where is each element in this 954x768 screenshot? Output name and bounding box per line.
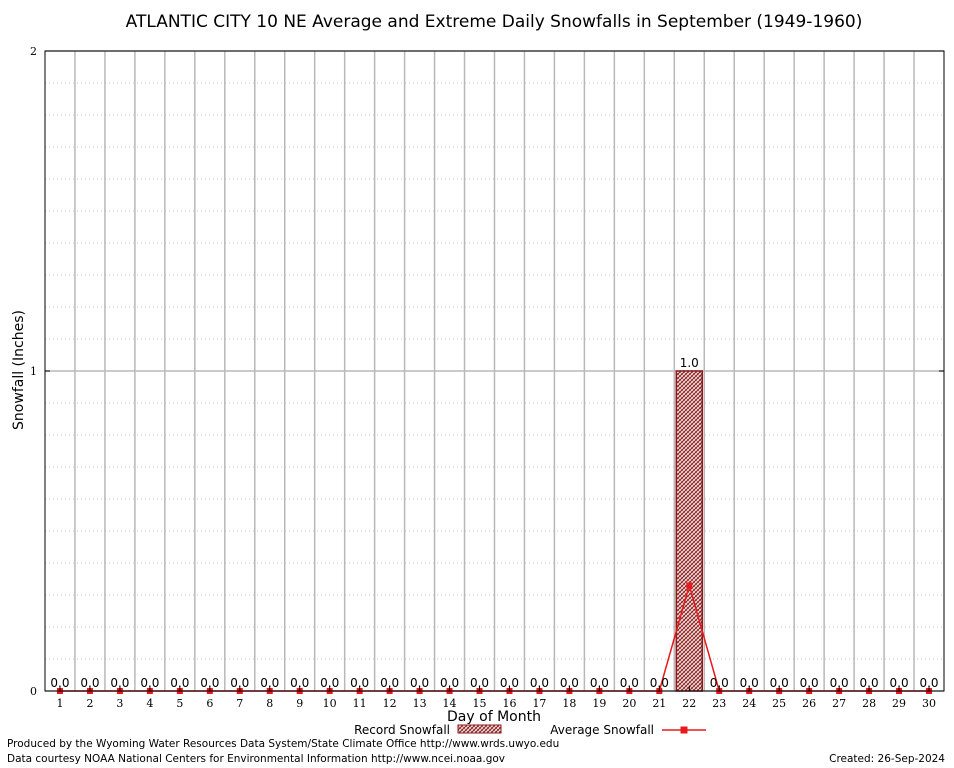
data-label: 0.0 — [350, 676, 369, 690]
x-tick-label: 8 — [266, 697, 273, 710]
footer-data-courtesy: Data courtesy NOAA National Centers for … — [7, 753, 506, 765]
legend-record-swatch — [457, 724, 502, 734]
x-tick-label: 22 — [682, 697, 696, 710]
data-label: 0.0 — [260, 676, 279, 690]
x-tick-label: 13 — [413, 697, 427, 710]
x-tick-label: 18 — [562, 697, 576, 710]
x-tick-label: 20 — [622, 697, 636, 710]
data-label: 0.0 — [80, 676, 99, 690]
data-label: 0.0 — [650, 676, 669, 690]
data-label: 0.0 — [50, 676, 69, 690]
x-tick-label: 26 — [802, 697, 816, 710]
y-tick-labels: 0 1 2 — [30, 45, 37, 698]
data-label: 0.0 — [860, 676, 879, 690]
data-label: 1.0 — [680, 356, 699, 370]
data-label: 0.0 — [800, 676, 819, 690]
legend-average-label: Average Snowfall — [550, 723, 654, 737]
data-label: 0.0 — [410, 676, 429, 690]
plot-frame — [44, 50, 945, 692]
x-tick-labels: 1 2 3 4 5 6 7 8 9 10 11 12 13 14 15 16 17 18 19 20 21 22 23 24 2… — [56, 697, 936, 710]
footer-produced-by: Produced by the Wyoming Water Resources … — [7, 738, 560, 750]
x-tick-label: 15 — [473, 697, 487, 710]
x-tick-label: 5 — [176, 697, 183, 710]
x-tick-label: 28 — [862, 697, 876, 710]
x-tick-label: 14 — [443, 697, 457, 710]
data-label: 0.0 — [170, 676, 189, 690]
y-tick-label: 2 — [30, 45, 37, 58]
data-label: 0.0 — [200, 676, 219, 690]
x-tick-label: 23 — [712, 697, 726, 710]
x-tick-label: 27 — [832, 697, 846, 710]
x-tick-label: 2 — [86, 697, 93, 710]
record-snowfall-bars — [675, 370, 704, 692]
x-tick-label: 11 — [353, 697, 367, 710]
y-tick-label: 1 — [30, 365, 37, 378]
x-tick-label: 29 — [892, 697, 906, 710]
data-label: 0.0 — [710, 676, 729, 690]
footer-created: Created: 26-Sep-2024 — [829, 753, 945, 765]
data-label: 0.0 — [740, 676, 759, 690]
record-bar — [675, 370, 704, 692]
legend-average-marker — [680, 726, 688, 734]
grid — [45, 50, 944, 692]
x-tick-label: 1 — [56, 697, 63, 710]
average-marker — [686, 582, 693, 589]
data-label: 0.0 — [470, 676, 489, 690]
data-label: 0.0 — [230, 676, 249, 690]
data-label: 0.0 — [110, 676, 129, 690]
x-tick-label: 25 — [772, 697, 786, 710]
x-tick-label: 9 — [296, 697, 303, 710]
legend: Record Snowfall Average Snowfall — [354, 723, 706, 737]
data-label: 0.0 — [380, 676, 399, 690]
data-label: 0.0 — [320, 676, 339, 690]
x-tick-label: 7 — [236, 697, 243, 710]
x-tick-label: 30 — [922, 697, 936, 710]
x-tick-label: 21 — [652, 697, 666, 710]
x-tick-label: 12 — [383, 697, 397, 710]
data-label: 0.0 — [590, 676, 609, 690]
x-tick-label: 24 — [742, 697, 756, 710]
data-label: 0.0 — [530, 676, 549, 690]
data-label: 0.0 — [290, 676, 309, 690]
data-label: 0.0 — [770, 676, 789, 690]
legend-record-label: Record Snowfall — [354, 723, 450, 737]
data-label: 0.0 — [560, 676, 579, 690]
x-tick-label: 6 — [206, 697, 213, 710]
data-label: 0.0 — [620, 676, 639, 690]
data-label: 0.0 — [440, 676, 459, 690]
y-tick-label: 0 — [30, 685, 37, 698]
x-tick-label: 16 — [502, 697, 516, 710]
x-tick-label: 17 — [532, 697, 546, 710]
data-label: 0.0 — [500, 676, 519, 690]
data-label: 0.0 — [140, 676, 159, 690]
x-tick-label: 10 — [323, 697, 337, 710]
x-tick-label: 4 — [146, 697, 153, 710]
x-tick-label: 3 — [116, 697, 123, 710]
data-label: 0.0 — [890, 676, 909, 690]
y-axis-label: Snowfall (Inches) — [11, 310, 27, 430]
data-label: 0.0 — [830, 676, 849, 690]
x-tick-label: 19 — [592, 697, 606, 710]
data-labels: 0.0 0.0 0.0 0.0 0.0 0.0 0.0 0.0 0.0 0.0 0.0 0.0 0.0 0… — [50, 356, 938, 690]
chart-title: ATLANTIC CITY 10 NE Average and Extreme … — [126, 12, 863, 32]
x-axis-label: Day of Month — [447, 709, 541, 725]
data-label: 0.0 — [919, 676, 938, 690]
